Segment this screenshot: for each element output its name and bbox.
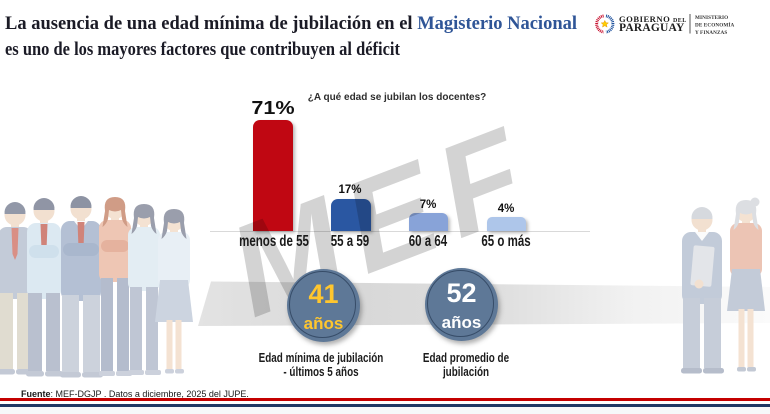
svg-text:Y FINANZAS: Y FINANZAS (695, 30, 727, 36)
svg-text:GOBIERNO DEL: GOBIERNO DEL (619, 14, 687, 24)
svg-text:PARAGUAY: PARAGUAY (619, 22, 685, 34)
svg-text:MEF: MEF (211, 96, 556, 345)
svg-text:DE ECONOMÍA: DE ECONOMÍA (695, 21, 734, 29)
svg-text:MINISTERIO: MINISTERIO (695, 15, 728, 21)
